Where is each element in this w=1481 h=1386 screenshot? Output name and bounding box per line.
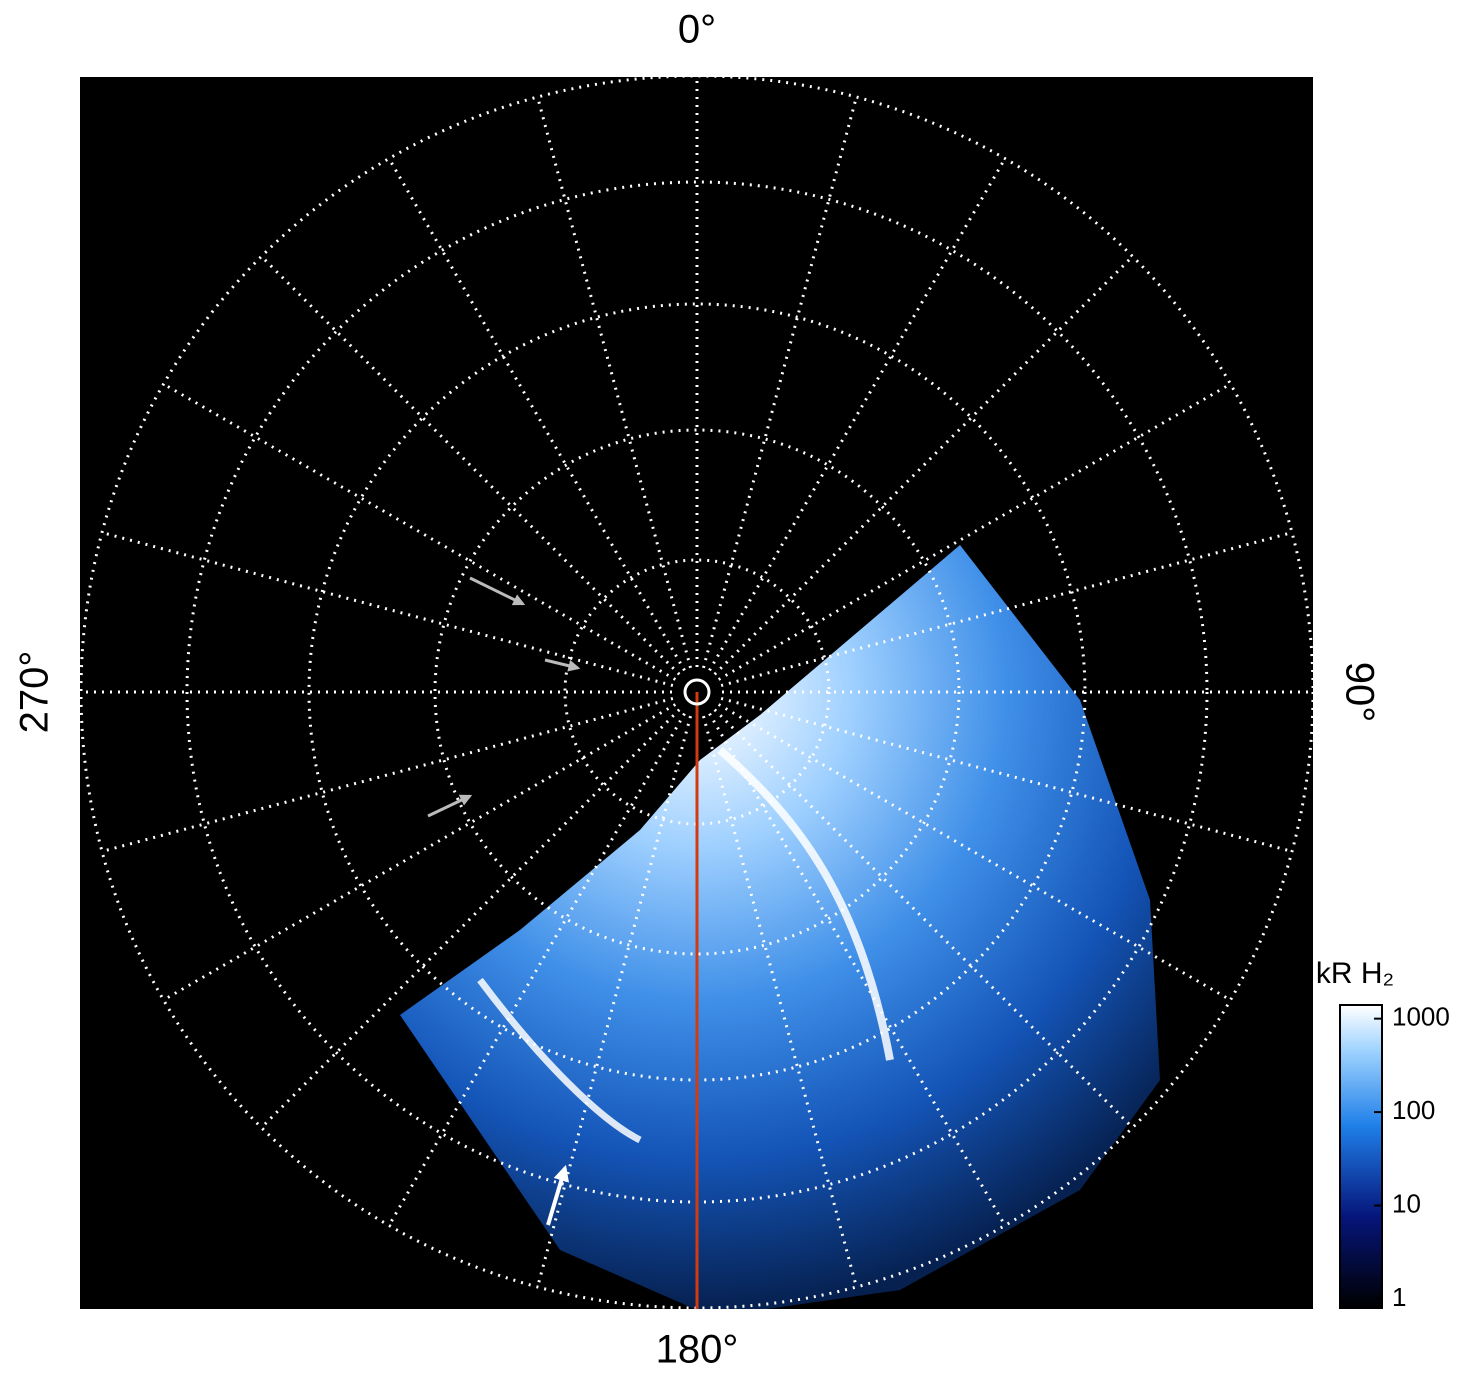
arrow <box>427 794 473 818</box>
angle-label: 0° <box>678 8 716 52</box>
colorbar-label: kR H₂ <box>1316 957 1394 990</box>
aurora-emission <box>400 545 1160 1309</box>
arrow <box>469 576 526 606</box>
latitude-ring <box>433 428 961 956</box>
arrow <box>546 1164 570 1226</box>
pole-marker <box>683 678 711 706</box>
colorbar <box>1339 1004 1383 1309</box>
angle-label: 180° <box>656 1328 739 1372</box>
angle-label: 90° <box>1337 662 1381 723</box>
colorbar-tick-label: 10 <box>1392 1188 1421 1218</box>
aurora-arc <box>477 977 642 1144</box>
colorbar-tick-label: 1 <box>1392 1282 1406 1312</box>
colorbar-tick-label: 1000 <box>1392 1002 1450 1032</box>
map <box>80 77 1313 1309</box>
colorbar-tick-label: 100 <box>1392 1095 1435 1125</box>
angle-label: 270° <box>13 651 57 734</box>
latitude-ring <box>563 558 831 826</box>
arrow <box>544 658 581 672</box>
aurora-arc <box>717 746 894 1061</box>
